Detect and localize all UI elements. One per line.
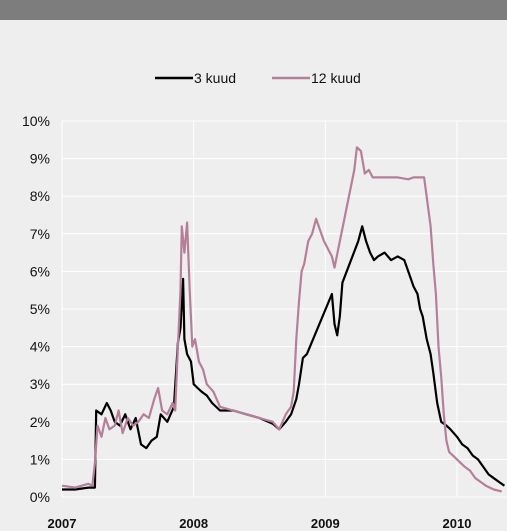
legend-label-1: 3 kuud [194, 70, 236, 86]
y-tick-label: 7% [30, 226, 50, 242]
y-tick-label: 2% [30, 414, 50, 430]
gridlines [61, 120, 507, 498]
y-tick-label: 4% [30, 339, 50, 355]
x-tick-label: 2007 [48, 516, 77, 531]
y-tick-label: 0% [30, 489, 50, 505]
y-tick-label: 5% [30, 301, 50, 317]
x-axis-labels: 2007 2008 2009 2010 [48, 516, 472, 531]
x-tick-label: 2008 [179, 516, 208, 531]
top-bar [0, 0, 507, 20]
y-tick-label: 6% [30, 263, 50, 279]
series-line-2 [61, 146, 502, 493]
legend: 3 kuud 12 kuud [155, 70, 361, 86]
y-tick-label: 1% [30, 451, 50, 467]
x-tick-label: 2010 [443, 516, 472, 531]
series-line-1 [62, 225, 506, 491]
legend-label-2: 12 kuud [311, 70, 361, 86]
y-tick-label: 9% [30, 151, 50, 167]
y-tick-label: 8% [30, 188, 50, 204]
y-axis-labels: 0% 1% 2% 3% 4% 5% 6% 7% 8% 9% 10% [22, 113, 50, 505]
series-lines [61, 146, 506, 493]
y-tick-label: 3% [30, 376, 50, 392]
y-tick-label: 10% [22, 113, 50, 129]
x-tick-label: 2009 [311, 516, 340, 531]
